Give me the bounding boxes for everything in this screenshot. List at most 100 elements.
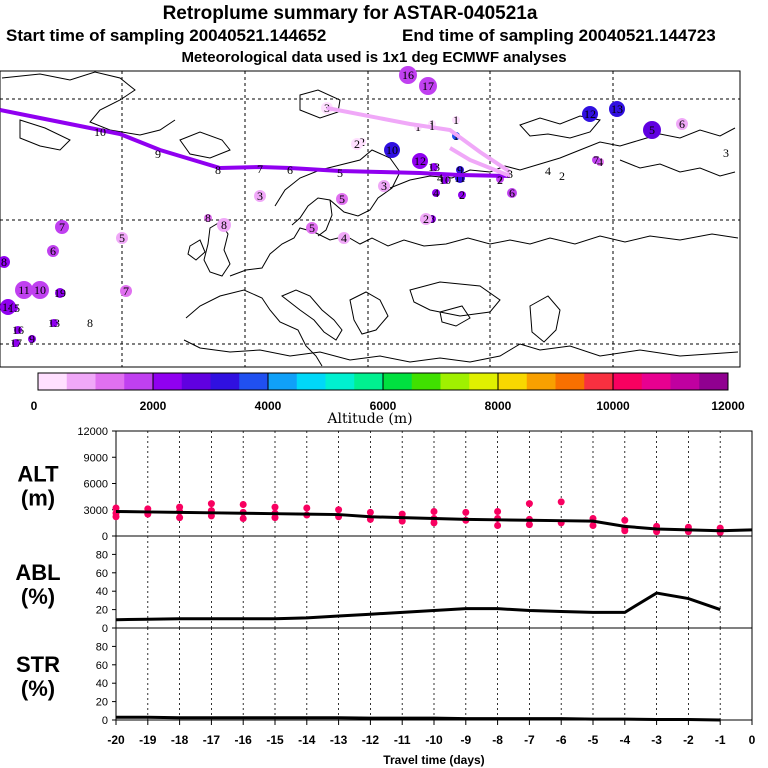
colorbar-tick-label: 6000 <box>370 399 397 413</box>
colorbar-swatch <box>95 373 125 390</box>
x-tick-label: -17 <box>203 733 221 747</box>
cluster-marker <box>609 101 625 117</box>
cluster-label: 9 <box>29 332 35 346</box>
track-line-branch <box>326 106 512 174</box>
y-tick-label: 60 <box>96 660 108 672</box>
y-tick-label: 20 <box>96 697 108 709</box>
x-tick-label: -7 <box>524 733 535 747</box>
cluster-marker <box>86 319 94 327</box>
met-data-label: Meteorological data used is 1x1 deg ECMW… <box>181 49 566 66</box>
track-point-label: 7 <box>257 162 263 176</box>
scatter-point <box>366 508 374 516</box>
y-tick-label: 0 <box>102 715 108 727</box>
cluster-label: 5 <box>119 231 125 245</box>
scatter-point <box>494 508 502 515</box>
colorbar-swatch <box>613 373 643 390</box>
track-line <box>0 108 511 178</box>
panel-alt: 0 3000 6000 9000 12000 ALT(m) <box>17 426 753 543</box>
x-tick-label: -4 <box>619 733 630 747</box>
x-tick-label: -9 <box>460 733 471 747</box>
scatter-point <box>525 521 533 529</box>
cluster-label: 6 <box>50 244 56 258</box>
x-tick-label: -8 <box>492 733 503 747</box>
y-tick-label: 12000 <box>77 426 108 438</box>
colorbar-swatch <box>641 373 671 390</box>
scatter-point <box>303 504 311 512</box>
x-tick-label: -16 <box>235 733 253 747</box>
cluster-label: 8 <box>1 255 7 269</box>
colorbar-swatch <box>66 373 96 390</box>
x-tick-label: -6 <box>556 733 567 747</box>
colorbar-swatch <box>383 373 413 390</box>
colorbar-tick-label: 2000 <box>140 399 167 413</box>
cluster-label: 8 <box>205 211 211 225</box>
track-line-recent <box>448 146 511 178</box>
scatter-point <box>398 510 406 518</box>
x-tick-label: -15 <box>266 733 284 747</box>
cluster-label: 12 <box>414 154 426 168</box>
cluster-label: 9 <box>457 163 463 177</box>
scatter-point <box>462 508 470 516</box>
cluster-marker <box>55 220 69 234</box>
colorbar-swatch <box>555 373 585 390</box>
cluster-marker <box>10 304 18 312</box>
cluster-label: 5 <box>309 221 315 235</box>
cluster-marker <box>412 153 428 169</box>
cluster-label: 4 <box>597 155 603 169</box>
x-tick-label: -20 <box>107 733 125 747</box>
mean-line <box>116 715 721 722</box>
cluster-marker <box>217 218 231 232</box>
cluster-label: 4 <box>433 186 439 200</box>
scatter-point <box>494 522 502 529</box>
colorbar-swatch <box>498 373 528 390</box>
cluster-label: 2 <box>459 188 465 202</box>
colorbar-tick-label: 4000 <box>255 399 282 413</box>
cluster-label: 13 <box>48 316 60 330</box>
scatter-point <box>239 501 247 508</box>
cluster-marker <box>721 148 731 158</box>
panel-name: ABL <box>15 560 60 585</box>
time-series-panels: 030006000900012000ALT(m)020406080ABL(%)0… <box>15 426 755 767</box>
end-time-label: End time of sampling 20040521.144723 <box>402 26 716 45</box>
cluster-label: 3 <box>381 179 387 193</box>
colorbar-swatch <box>670 373 700 390</box>
cluster-label: 4 <box>545 164 551 178</box>
cluster-label: 17 <box>10 336 22 350</box>
altitude-colorbar: 0 2000 4000 6000 8000 10000 12000 <box>31 372 745 413</box>
cluster-label: 7 <box>123 284 129 298</box>
colorbar-swatch <box>239 373 269 390</box>
scatter-point <box>239 515 247 522</box>
x-axis-title: Travel time (days) <box>383 753 484 767</box>
colorbar-tick-label: 12000 <box>711 399 745 413</box>
mean-line <box>115 510 753 533</box>
cluster-marker <box>676 118 688 130</box>
x-tick-label: -1 <box>715 733 726 747</box>
colorbar-swatch <box>153 373 183 390</box>
cluster-label: 1 <box>429 117 435 131</box>
cluster-label: 6 <box>509 186 515 200</box>
cluster-marker <box>116 232 128 244</box>
panel-name: ALT <box>17 462 59 487</box>
colorbar-swatch <box>411 373 441 390</box>
cluster-label: 16 <box>12 323 24 337</box>
x-tick-label: -11 <box>394 733 411 747</box>
altitude-markers: 1617111112135610322312139111024358673424… <box>0 66 731 350</box>
panel-unit: (%) <box>21 584 55 609</box>
cluster-label: 19 <box>54 286 66 300</box>
panel-str: 0 20 40 60 80 STR(%) <box>16 627 753 727</box>
cluster-label: 5 <box>649 123 655 137</box>
scatter-point <box>589 522 597 529</box>
cluster-label: 2 <box>354 137 360 151</box>
scatter-point <box>398 517 406 525</box>
cluster-marker <box>399 66 417 84</box>
cluster-label: 11 <box>454 171 466 185</box>
cluster-label: 3 <box>257 189 263 203</box>
scatter-point <box>271 503 279 511</box>
cluster-marker <box>254 190 266 202</box>
cluster-label: 8 <box>221 218 227 232</box>
cluster-marker <box>120 285 132 297</box>
cluster-marker <box>12 339 20 347</box>
cluster-label: 8 <box>87 316 93 330</box>
x-tick-label: -14 <box>298 733 316 747</box>
